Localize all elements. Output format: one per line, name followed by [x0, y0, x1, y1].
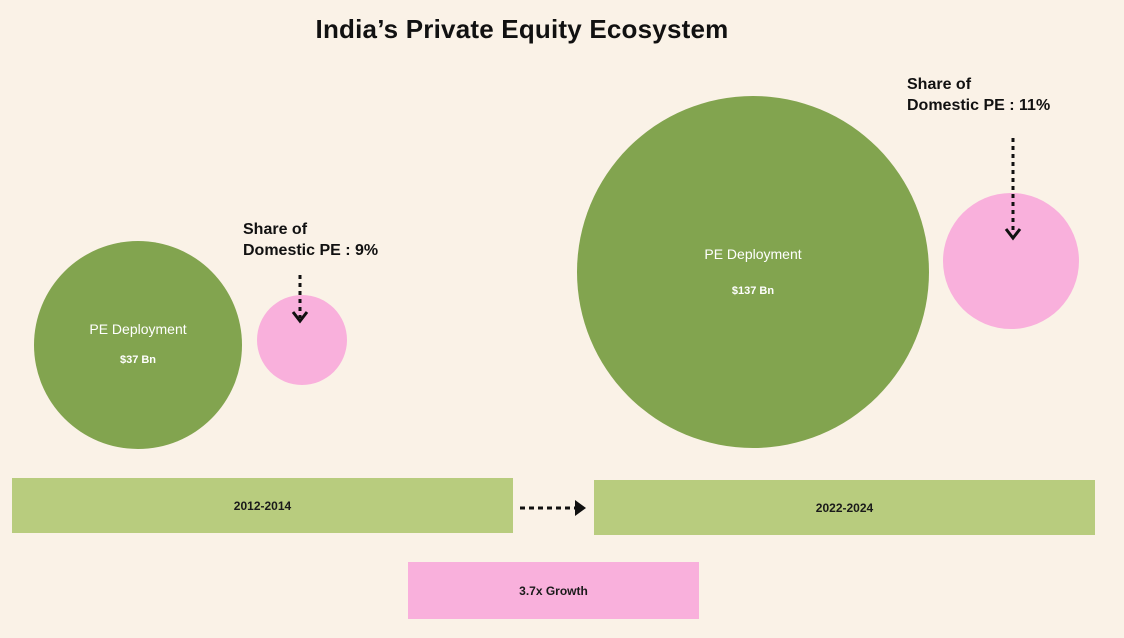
deployment-label-2012: PE Deployment — [89, 321, 186, 337]
share-label-2012-line2: Domestic PE : 9% — [243, 242, 379, 259]
share-label-2022-line2: Domestic PE : 11% — [907, 97, 1051, 114]
domestic-share-bubble-2012 — [257, 295, 347, 385]
domestic-share-bubble-2022 — [943, 193, 1079, 329]
deployment-value-2022: $137 Bn — [732, 285, 774, 297]
deployment-label-2022: PE Deployment — [704, 246, 801, 262]
share-label-2012-line1: Share of — [243, 221, 308, 238]
period-bar-2022: 2022-2024 — [594, 480, 1095, 535]
period-bar-2012: 2012-2014 — [12, 478, 513, 533]
growth-bar: 3.7x Growth — [408, 562, 699, 619]
deployment-value-2012: $37 Bn — [120, 354, 156, 366]
period-transition-arrow — [520, 500, 586, 516]
deployment-bubble-2022 — [577, 96, 929, 448]
deployment-bubble-2012 — [34, 241, 242, 449]
chart-title: India’s Private Equity Ecosystem — [315, 14, 729, 44]
share-arrow-2022 — [1004, 138, 1022, 241]
share-label-2022: Share of Domestic PE : 11% — [907, 74, 1050, 116]
share-label-2022-line1: Share of — [907, 76, 972, 93]
share-arrow-2012 — [291, 275, 309, 324]
share-label-2012: Share of Domestic PE : 9% — [243, 219, 378, 261]
